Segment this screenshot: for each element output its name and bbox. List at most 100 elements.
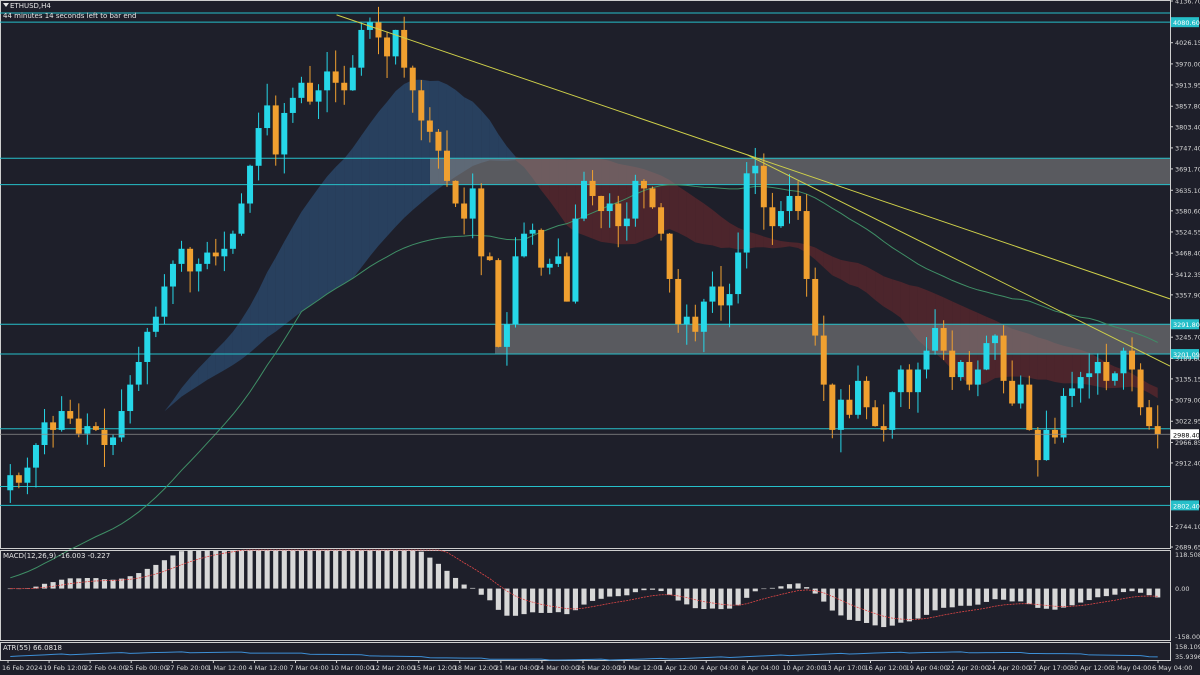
macd-bar — [16, 588, 22, 590]
y-tick-label: 2912.40 — [1175, 459, 1200, 467]
macd-bar — [487, 588, 493, 601]
candle-body — [229, 233, 236, 249]
macd-bar — [204, 550, 210, 589]
candle-body — [572, 218, 579, 302]
candle-body — [1094, 361, 1101, 374]
level-tag — [1171, 500, 1199, 511]
candle-body — [906, 369, 913, 393]
candle-body — [92, 426, 99, 430]
level-tag-label: 3291.80 — [1173, 321, 1200, 329]
macd-bar — [838, 588, 844, 616]
cloud-segment — [1072, 347, 1081, 384]
x-tick-label: 26 Mar 20:00 — [577, 664, 620, 672]
macd-bar — [153, 564, 159, 589]
macd-bar — [718, 588, 724, 610]
macd-bar — [187, 550, 193, 589]
macd-bar — [555, 588, 561, 613]
cloud-segment — [1089, 352, 1098, 387]
macd-bar — [829, 588, 835, 611]
cloud-segment — [352, 135, 362, 279]
x-tick-label: 6 May 04:00 — [1152, 664, 1192, 672]
macd-bar — [119, 578, 125, 589]
macd-bar — [667, 588, 673, 595]
macd-bar — [59, 579, 65, 589]
zone-box-0 — [430, 158, 1170, 185]
cloud-segment — [755, 233, 764, 248]
macd-tick-label: 118.508 — [1175, 551, 1200, 559]
candle-body — [443, 150, 450, 181]
macd-bar — [1069, 588, 1075, 606]
cloud-segment — [840, 259, 850, 285]
y-tick-label: 3135.15 — [1175, 375, 1200, 383]
x-tick-label: 21 Mar 04:00 — [495, 664, 538, 672]
macd-bar — [281, 550, 287, 589]
macd-bar — [530, 588, 536, 613]
cloud-segment — [686, 191, 696, 243]
candle-body — [1077, 377, 1084, 389]
macd-bar — [581, 588, 587, 605]
macd-bar — [821, 588, 827, 602]
y-tick-label: 3970.00 — [1175, 60, 1200, 68]
cloud-segment — [780, 240, 790, 248]
macd-bar — [538, 588, 544, 613]
candle-body — [358, 29, 365, 68]
candle-body — [255, 128, 262, 166]
candle-body — [983, 343, 990, 370]
macd-bar — [727, 588, 733, 609]
price-pane[interactable] — [0, 0, 1171, 579]
macd-bar — [975, 588, 981, 605]
candle-body — [777, 211, 784, 227]
macd-bar — [983, 588, 990, 602]
macd-bar — [889, 588, 895, 626]
y-tick-label: 3635.10 — [1175, 187, 1200, 195]
cloud-segment — [172, 387, 182, 405]
cloud-segment — [250, 290, 259, 353]
candle-body — [658, 207, 665, 234]
cloud-segment — [763, 236, 773, 249]
cloud-segment — [318, 176, 328, 300]
macd-bar — [675, 588, 681, 601]
candle-body — [272, 105, 279, 155]
y-tick-label: 3524.55 — [1175, 228, 1200, 236]
macd-bar — [735, 588, 741, 606]
candle-body — [581, 180, 587, 219]
cloud-segment — [900, 281, 910, 330]
x-tick-label: 10 Apr 20:00 — [782, 664, 824, 672]
macd-bar — [1018, 588, 1024, 602]
macd-bar — [1155, 588, 1161, 598]
candle-body — [1060, 395, 1067, 438]
level-tag — [1171, 319, 1199, 330]
candle-body — [50, 422, 57, 430]
cloud-segment — [1123, 369, 1133, 388]
cloud-segment — [378, 101, 388, 246]
candle-body — [101, 429, 108, 445]
candle-body — [623, 218, 630, 227]
x-tick-label: 27 Feb 20:00 — [166, 664, 209, 672]
candle-body — [32, 444, 39, 468]
candle-body — [212, 252, 219, 257]
atr-line — [10, 651, 1158, 661]
bar-timer: 44 minutes 14 seconds left to bar end — [3, 12, 137, 20]
macd-signal-line — [10, 549, 1158, 620]
candle-body — [529, 229, 536, 234]
atr-tick-label: 158.109 — [1175, 643, 1200, 651]
candle-body — [418, 90, 425, 121]
macd-bar — [33, 586, 39, 589]
macd-bar — [1009, 588, 1015, 602]
y-tick-label: 3412.35 — [1175, 271, 1200, 279]
candle-body — [1051, 429, 1058, 438]
candle-body — [478, 188, 485, 257]
candle-body — [384, 37, 391, 57]
chart-menu-icon[interactable] — [3, 3, 9, 7]
candle-body — [812, 278, 819, 336]
candle-body — [469, 188, 476, 219]
candle-body — [169, 263, 176, 287]
macd-bar — [1120, 588, 1127, 593]
x-tick-label: 8 Apr 04:00 — [741, 664, 779, 672]
candle-body — [247, 165, 254, 204]
x-tick-label: 24 Apr 20:00 — [988, 664, 1030, 672]
macd-bar — [598, 588, 604, 599]
cloud-segment — [190, 368, 199, 391]
